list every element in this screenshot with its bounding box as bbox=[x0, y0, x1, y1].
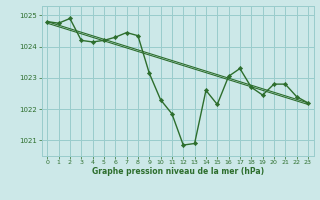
X-axis label: Graphe pression niveau de la mer (hPa): Graphe pression niveau de la mer (hPa) bbox=[92, 167, 264, 176]
